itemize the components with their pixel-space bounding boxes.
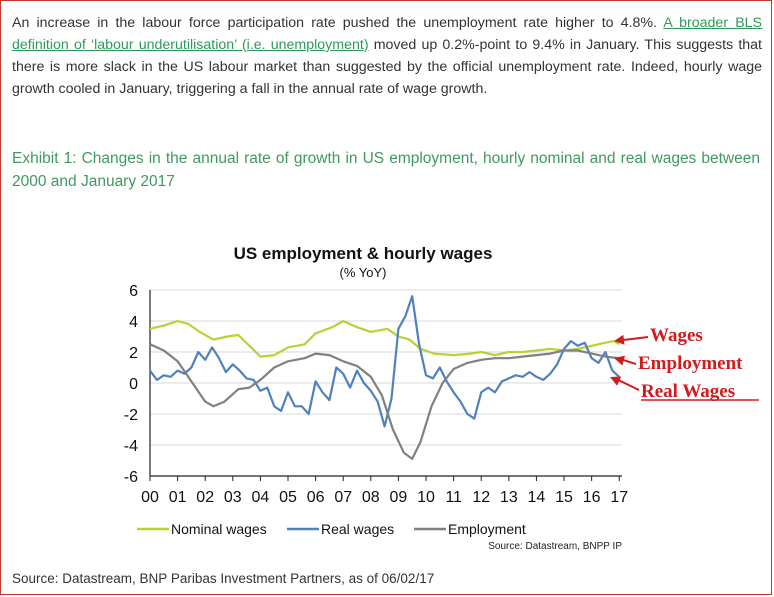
x-tick-label: 00 bbox=[141, 489, 159, 506]
y-tick-label: -2 bbox=[124, 407, 138, 424]
series-line-nominal-wages bbox=[149, 319, 620, 358]
article-paragraph: An increase in the labour force particip… bbox=[12, 12, 762, 100]
y-tick-labels: 6 4 2 0 -2 -4 -6 bbox=[124, 283, 138, 486]
x-tick-label: 17 bbox=[610, 489, 628, 506]
series-line-employment bbox=[149, 343, 620, 460]
x-tick-label: 07 bbox=[334, 489, 352, 506]
exhibit-title: Exhibit 1: Changes in the annual rate of… bbox=[12, 150, 760, 190]
annotation-arrow-head bbox=[614, 334, 625, 345]
x-tick-label: 14 bbox=[528, 489, 546, 506]
paragraph-text-end: moved up 0.2%-point to 9.4% in January. … bbox=[12, 37, 762, 97]
source-line: Source: Datastream, BNP Paribas Investme… bbox=[12, 571, 435, 586]
x-tick-label: 03 bbox=[224, 489, 242, 506]
annotations: Wages Employment Real Wages bbox=[610, 325, 759, 402]
annotation-employment: Employment bbox=[638, 353, 743, 374]
y-tick-label: 4 bbox=[129, 314, 138, 331]
legend-label-real-wages: Real wages bbox=[321, 521, 394, 537]
x-tick-labels: 00 01 02 03 04 05 06 07 08 09 10 11 12 13 14 15 16 17 bbox=[141, 489, 628, 506]
legend-label-employment: Employment bbox=[448, 521, 526, 537]
paragraph-text-start: An increase in the labour force particip… bbox=[12, 15, 664, 31]
x-tick-label: 04 bbox=[252, 489, 270, 506]
annotation-real-wages: Real Wages bbox=[641, 381, 735, 402]
x-tick-label: 11 bbox=[445, 489, 462, 506]
x-tick-label: 09 bbox=[390, 489, 408, 506]
series-lines bbox=[149, 295, 620, 460]
series-line-real-wages bbox=[149, 295, 620, 428]
annotation-arrow-line bbox=[619, 336, 649, 342]
gridlines bbox=[149, 289, 622, 481]
x-tick-label: 12 bbox=[472, 489, 490, 506]
y-tick-label: -4 bbox=[124, 438, 138, 455]
y-tick-label: 2 bbox=[129, 345, 138, 362]
annotation-arrow-head bbox=[614, 355, 625, 366]
x-tick-label: 05 bbox=[279, 489, 297, 506]
bls-definition-link[interactable]: A broader BLS definition of ‘labour unde… bbox=[12, 15, 763, 53]
y-tick-label: -6 bbox=[124, 469, 138, 486]
y-tick-label: 0 bbox=[129, 376, 138, 393]
annotation-wages: Wages bbox=[650, 325, 703, 346]
x-tick-label: 08 bbox=[362, 489, 380, 506]
chart-source-note: Source: Datastream, BNPP IP bbox=[488, 541, 622, 552]
x-tick-label: 16 bbox=[583, 489, 601, 506]
x-tick-label: 13 bbox=[500, 489, 518, 506]
legend: Nominal wages Real wages Employment bbox=[137, 521, 526, 537]
annotation-arrow-line bbox=[615, 378, 640, 391]
x-tick-label: 01 bbox=[169, 489, 187, 506]
legend-label-nominal-wages: Nominal wages bbox=[171, 521, 267, 537]
chart-title: US employment & hourly wages bbox=[234, 244, 493, 263]
chart-subtitle: (% YoY) bbox=[340, 265, 387, 280]
annotation-arrow-head bbox=[610, 376, 622, 386]
x-tick-label: 15 bbox=[555, 489, 573, 506]
x-tick-label: 06 bbox=[307, 489, 325, 506]
x-tick-label: 10 bbox=[417, 489, 435, 506]
x-tick-label: 02 bbox=[196, 489, 214, 506]
y-tick-label: 6 bbox=[129, 283, 138, 300]
